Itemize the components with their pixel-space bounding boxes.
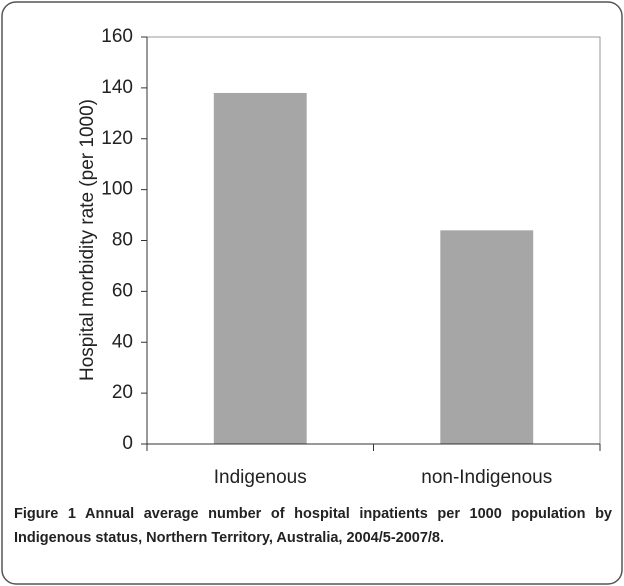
y-tick-label: 140 — [101, 77, 133, 98]
x-tick-label: non-Indigenous — [421, 467, 552, 488]
y-axis-label: Hospital morbidity rate (per 1000) — [77, 99, 98, 381]
y-tick-label: 20 — [112, 382, 133, 403]
y-tick-label: 0 — [122, 433, 133, 454]
x-tick-label: Indigenous — [214, 467, 307, 488]
bar — [213, 92, 307, 445]
y-tick-label: 120 — [101, 128, 133, 149]
caption-label: Figure 1 — [14, 506, 76, 522]
y-tick-label: 100 — [101, 179, 133, 200]
y-tick-label: 160 — [101, 26, 133, 47]
y-tick-label: 80 — [112, 230, 133, 251]
y-tick-label: 40 — [112, 331, 133, 352]
caption: Figure 1 Annual average number of hospit… — [14, 503, 612, 550]
bar — [440, 230, 534, 444]
y-tick-label: 60 — [112, 280, 133, 301]
plot-frame — [147, 36, 601, 444]
caption-text: Annual average number of hospital inpati… — [14, 506, 612, 546]
